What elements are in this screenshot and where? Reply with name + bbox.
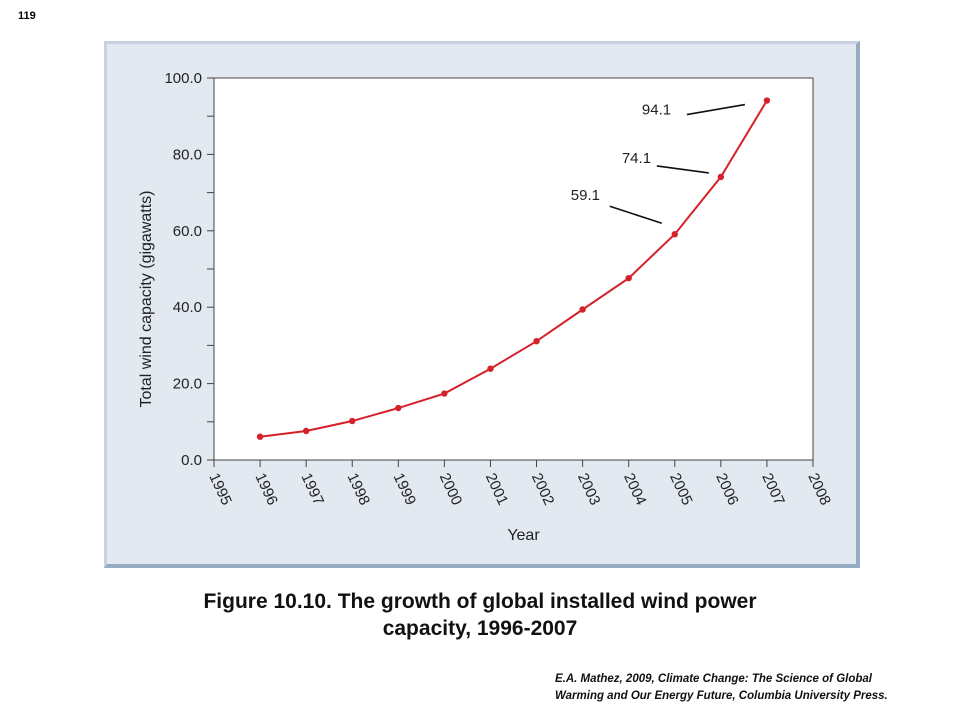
- plot-area: [213, 77, 814, 461]
- data-point: [671, 231, 678, 238]
- annotation-label: 59.1: [571, 187, 600, 204]
- data-point: [579, 306, 586, 313]
- annotation-label: 94.1: [642, 102, 671, 119]
- wind-capacity-chart: 0.0 20.0 40.0 60.0 80.0 100.0 1995 1996 1997 1998…: [138, 70, 834, 544]
- source-line-1: E.A. Mathez, 2009, Climate Change: The S…: [555, 673, 872, 685]
- x-axis-label: Year: [507, 527, 540, 544]
- y-tick-label: 60.0: [173, 223, 202, 240]
- caption-line-1: Figure 10.10. The growth of global insta…: [203, 590, 757, 613]
- data-point: [395, 404, 402, 412]
- data-point: [487, 365, 494, 372]
- x-tick-label: 2001: [482, 471, 512, 508]
- x-tick-label: 2007: [758, 471, 788, 508]
- x-tick-label: 2008: [804, 471, 834, 508]
- data-point: [717, 173, 725, 181]
- y-axis-label: Total wind capacity (gigawatts): [138, 191, 155, 408]
- x-tick-label: 1999: [390, 471, 420, 508]
- page-number: 119: [18, 10, 36, 22]
- data-point: [256, 433, 264, 440]
- y-tick-label: 100.0: [164, 70, 202, 87]
- annotation-leader-line: [609, 205, 663, 224]
- figure-panel: 0.0 20.0 40.0 60.0 80.0 100.0 1995 1996 1997 1998…: [104, 41, 860, 568]
- x-tick-label: 2005: [666, 471, 696, 508]
- y-tick-label: 80.0: [173, 146, 202, 163]
- data-point: [349, 417, 356, 425]
- figure-caption: Figure 10.10. The growth of global insta…: [100, 588, 860, 642]
- data-point: [625, 274, 632, 282]
- data-point: [763, 97, 771, 104]
- annotation-leader-line: [686, 103, 746, 116]
- y-tick-label: 0.0: [181, 452, 202, 469]
- x-tick-label: 2000: [436, 471, 466, 508]
- source-line-2: Warming and Our Energy Future, Columbia …: [555, 690, 888, 702]
- x-tick-label: 2004: [620, 471, 650, 508]
- x-tick-label: 2003: [574, 471, 604, 508]
- annotation-label: 74.1: [622, 150, 651, 167]
- y-tick-label: 20.0: [173, 376, 202, 393]
- x-tick-label: 2002: [528, 471, 558, 508]
- source-citation: E.A. Mathez, 2009, Climate Change: The S…: [555, 671, 955, 705]
- x-tick-label: 1996: [251, 471, 281, 508]
- x-tick-label: 1997: [298, 471, 328, 508]
- x-tick-label: 1995: [205, 471, 235, 508]
- caption-line-2: capacity, 1996-2007: [382, 617, 578, 640]
- data-point: [533, 337, 540, 345]
- x-tick-label: 2006: [712, 471, 742, 508]
- data-point: [441, 390, 448, 397]
- y-tick-label: 40.0: [173, 299, 202, 316]
- data-point: [302, 427, 310, 435]
- series-line: [259, 100, 768, 438]
- x-tick-label: 1998: [344, 471, 374, 508]
- annotation-leader-line: [656, 165, 709, 174]
